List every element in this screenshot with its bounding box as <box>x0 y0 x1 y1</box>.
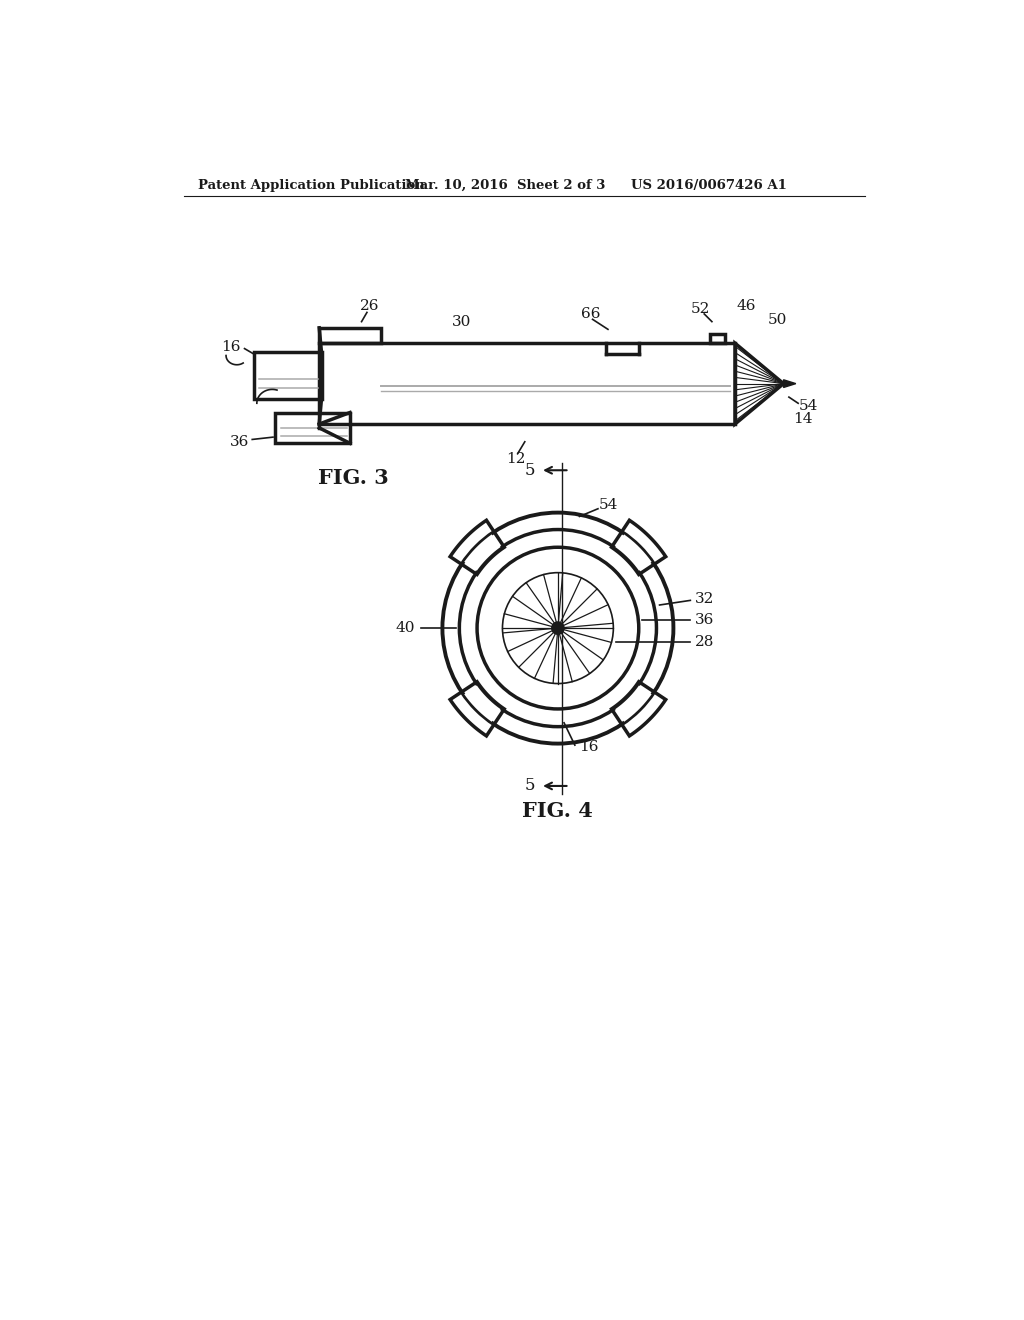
Text: 40: 40 <box>396 622 416 635</box>
Polygon shape <box>615 535 651 570</box>
Polygon shape <box>783 380 796 388</box>
Text: 50: 50 <box>768 313 787 327</box>
Text: 26: 26 <box>359 300 379 313</box>
Text: 5: 5 <box>524 777 535 795</box>
Text: 36: 36 <box>695 614 715 627</box>
Text: 5: 5 <box>524 462 535 479</box>
Text: 54: 54 <box>598 498 617 512</box>
Text: FIG. 4: FIG. 4 <box>522 801 593 821</box>
Text: FIG. 3: FIG. 3 <box>318 469 389 488</box>
Text: 66: 66 <box>582 308 601 321</box>
Text: 52: 52 <box>690 301 710 315</box>
Text: 46: 46 <box>737 300 757 313</box>
Polygon shape <box>464 535 501 570</box>
Circle shape <box>552 622 564 635</box>
Text: 36: 36 <box>230 434 250 449</box>
Text: 32: 32 <box>695 591 715 606</box>
Text: 54: 54 <box>799 400 818 413</box>
Text: 14: 14 <box>793 412 812 425</box>
Text: 30: 30 <box>452 314 471 329</box>
Text: Patent Application Publication: Patent Application Publication <box>199 178 425 191</box>
Text: 12: 12 <box>506 451 525 466</box>
Text: 16: 16 <box>221 341 241 354</box>
Text: 28: 28 <box>695 635 715 649</box>
Polygon shape <box>615 685 651 722</box>
Text: US 2016/0067426 A1: US 2016/0067426 A1 <box>631 178 786 191</box>
Text: Mar. 10, 2016  Sheet 2 of 3: Mar. 10, 2016 Sheet 2 of 3 <box>404 178 605 191</box>
Text: 16: 16 <box>580 741 599 755</box>
Polygon shape <box>464 685 501 722</box>
